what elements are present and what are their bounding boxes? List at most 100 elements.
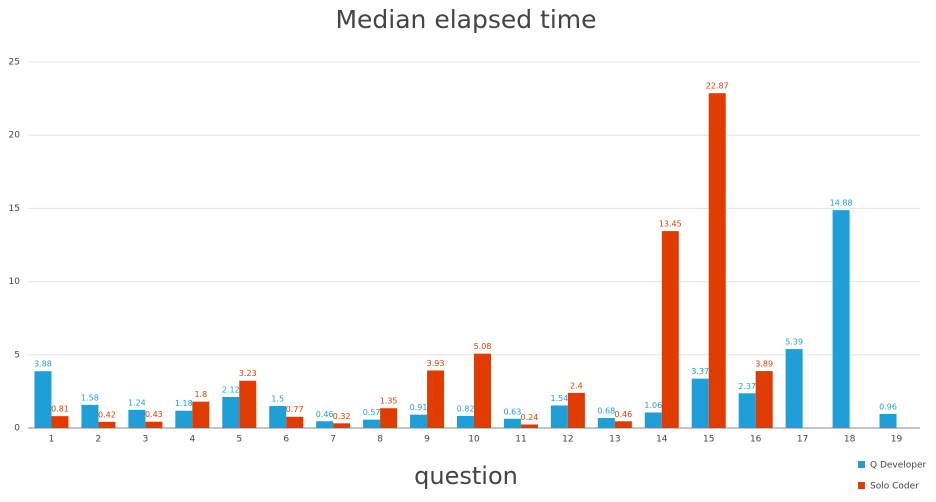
value-label: 0.96 — [879, 402, 897, 411]
value-label: 0.46 — [316, 410, 334, 419]
bar — [644, 412, 662, 428]
x-axis-label: question — [414, 462, 518, 490]
value-label: 0.91 — [410, 403, 428, 412]
value-label: 1.8 — [194, 390, 207, 399]
bar — [34, 371, 52, 428]
x-tick-label: 4 — [189, 435, 195, 445]
x-tick-label: 1 — [49, 435, 55, 445]
bar — [333, 423, 351, 428]
value-label: 22.87 — [706, 82, 729, 91]
value-label: 1.58 — [81, 393, 99, 402]
bar — [380, 408, 398, 428]
bar — [363, 419, 381, 428]
bar — [316, 421, 334, 428]
value-label: 0.81 — [51, 405, 69, 414]
x-tick-label: 10 — [468, 435, 480, 445]
bar — [128, 409, 146, 428]
bar — [503, 418, 521, 428]
bar — [51, 416, 69, 428]
x-tick-label: 12 — [562, 435, 573, 445]
value-label: 1.18 — [175, 399, 193, 408]
value-label: 14.88 — [830, 199, 853, 208]
x-tick-label: 15 — [703, 435, 714, 445]
value-label: 0.63 — [504, 407, 522, 416]
bar — [175, 410, 193, 428]
x-tick-label: 8 — [377, 435, 383, 445]
bar — [738, 393, 756, 428]
bar — [81, 404, 99, 428]
bar — [550, 405, 568, 428]
value-label: 3.88 — [34, 360, 52, 369]
bar — [520, 424, 538, 428]
value-label: 5.39 — [785, 338, 803, 347]
legend-label: Q Developer — [870, 461, 927, 471]
value-label: 1.35 — [380, 397, 398, 406]
bar — [614, 421, 632, 428]
y-tick-label: 20 — [9, 131, 21, 141]
value-label: 0.43 — [145, 410, 163, 419]
x-tick-label: 18 — [844, 435, 856, 445]
bar — [98, 421, 116, 428]
bar — [192, 401, 210, 428]
x-tick-label: 11 — [515, 435, 526, 445]
bar — [708, 93, 726, 428]
value-label: 3.23 — [239, 369, 257, 378]
value-label: 2.4 — [570, 381, 583, 390]
bar — [239, 380, 257, 428]
value-label: 0.68 — [597, 407, 615, 416]
chart-title: Median elapsed time — [335, 5, 596, 34]
y-tick-label: 5 — [14, 350, 20, 360]
x-tick-label: 17 — [797, 435, 808, 445]
value-label: 0.77 — [286, 405, 304, 414]
value-label: 3.89 — [755, 360, 773, 369]
bar — [222, 396, 240, 428]
x-tick-label: 2 — [96, 435, 102, 445]
bar — [410, 414, 428, 428]
value-label: 13.45 — [659, 220, 682, 229]
x-tick-label: 16 — [750, 435, 762, 445]
y-tick-label: 15 — [9, 204, 20, 214]
bar — [597, 418, 615, 428]
value-label: 3.93 — [427, 359, 445, 368]
bar — [145, 421, 163, 428]
x-tick-label: 5 — [236, 435, 242, 445]
bar — [567, 392, 585, 428]
bar — [427, 370, 445, 428]
x-tick-label: 14 — [656, 435, 668, 445]
bar — [785, 349, 803, 428]
value-label: 2.12 — [222, 385, 240, 394]
value-label: 3.37 — [691, 367, 709, 376]
x-tick-label: 6 — [283, 435, 289, 445]
bar — [269, 406, 287, 428]
value-label: 1.06 — [644, 401, 662, 410]
x-tick-label: 3 — [143, 435, 149, 445]
x-tick-label: 13 — [609, 435, 620, 445]
value-label: 0.24 — [521, 413, 539, 422]
value-label: 2.37 — [738, 382, 756, 391]
x-tick-label: 9 — [424, 435, 430, 445]
bar — [879, 413, 897, 428]
bar — [691, 378, 709, 428]
bar — [286, 416, 304, 428]
value-label: 5.08 — [474, 342, 492, 351]
legend-swatch — [858, 461, 865, 468]
bar — [661, 231, 679, 428]
value-label: 0.46 — [614, 410, 632, 419]
y-tick-label: 10 — [9, 277, 21, 287]
value-label: 0.32 — [333, 412, 351, 421]
legend-label: Solo Coder — [870, 482, 919, 492]
value-label: 1.54 — [550, 394, 568, 403]
value-label: 0.82 — [457, 404, 475, 413]
x-tick-label: 7 — [330, 435, 336, 445]
legend-swatch — [858, 482, 865, 489]
value-label: 1.24 — [128, 398, 146, 407]
bar — [457, 415, 474, 428]
y-tick-label: 0 — [14, 424, 20, 434]
value-label: 0.42 — [98, 410, 116, 419]
y-tick-label: 25 — [9, 58, 20, 68]
bar — [832, 210, 850, 428]
bar — [474, 353, 491, 428]
bar — [755, 371, 773, 428]
value-label: 0.57 — [363, 408, 381, 417]
